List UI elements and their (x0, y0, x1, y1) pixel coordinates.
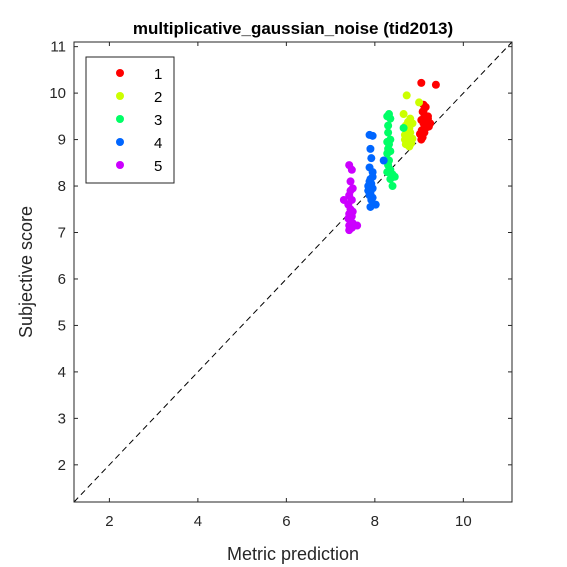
axis-ticks: 2 4 6 8 10 2 3 4 5 6 7 8 9 10 11 (49, 39, 512, 530)
data-point-series-5 (347, 165, 356, 174)
data-point-series-4 (368, 172, 377, 181)
data-point-series-1 (426, 119, 435, 128)
legend-label: 1 (154, 66, 162, 83)
data-point-series-5 (345, 226, 354, 235)
x-tick-label: 6 (282, 513, 290, 530)
data-point-series-5 (353, 221, 362, 230)
data-point-series-3 (386, 175, 395, 184)
y-tick-label: 6 (58, 271, 66, 288)
y-tick-label: 9 (58, 132, 66, 149)
data-point-series-1 (431, 80, 440, 89)
y-axis-label: Subjective score (16, 206, 36, 338)
identity-line (73, 41, 513, 503)
legend-label: 2 (154, 89, 162, 106)
data-point-series-2 (415, 98, 424, 107)
data-point-series-3 (383, 149, 392, 158)
y-tick-label: 3 (58, 410, 66, 427)
data-point-series-1 (415, 130, 424, 138)
reference-line-group (73, 41, 513, 503)
x-tick-label: 8 (371, 513, 379, 530)
legend-box (85, 56, 175, 184)
data-point-series-1 (423, 112, 432, 121)
data-point-series-5 (346, 186, 355, 195)
data-point-series-4 (364, 186, 373, 195)
data-point-series-4 (367, 154, 376, 163)
legend: 1 2 3 4 5 (85, 56, 175, 184)
x-axis-label: Metric prediction (227, 544, 359, 564)
data-points (339, 78, 440, 235)
data-point-series-4 (379, 156, 388, 165)
x-tick-label: 2 (105, 513, 113, 530)
y-tick-label: 4 (58, 364, 66, 381)
data-point-series-5 (339, 195, 348, 204)
data-point-series-3 (386, 114, 395, 123)
legend-label: 5 (154, 158, 162, 175)
plot-frame (73, 41, 513, 503)
x-tick-label: 10 (455, 513, 472, 530)
data-point-series-1 (417, 78, 426, 87)
data-point-series-4 (366, 202, 375, 211)
data-point-series-2 (400, 135, 409, 144)
x-tick-label: 4 (194, 513, 202, 530)
y-tick-label: 5 (58, 317, 66, 334)
data-point-series-3 (388, 182, 397, 191)
y-tick-label: 10 (49, 85, 66, 102)
legend-label: 3 (154, 112, 162, 129)
data-point-series-3 (384, 121, 393, 130)
legend-marker (116, 115, 124, 123)
data-point-series-2 (402, 91, 411, 100)
legend-marker (116, 69, 124, 77)
y-tick-label: 8 (58, 178, 66, 195)
legend-marker (116, 138, 124, 146)
y-tick-label: 7 (58, 225, 66, 242)
legend-marker (116, 92, 124, 100)
legend-label: 4 (154, 135, 162, 152)
data-point-series-4 (368, 131, 377, 140)
data-point-series-1 (419, 106, 428, 115)
data-point-series-5 (346, 177, 355, 186)
legend-marker (116, 161, 124, 169)
data-point-series-2 (407, 139, 416, 148)
y-tick-label: 11 (50, 39, 66, 56)
data-point-series-4 (366, 144, 375, 153)
chart-title: multiplicative_gaussian_noise (tid2013) (133, 19, 453, 38)
data-point-series-2 (399, 110, 408, 119)
data-point-series-3 (399, 123, 408, 132)
data-point-series-3 (384, 128, 393, 137)
y-tick-label: 2 (58, 457, 66, 474)
